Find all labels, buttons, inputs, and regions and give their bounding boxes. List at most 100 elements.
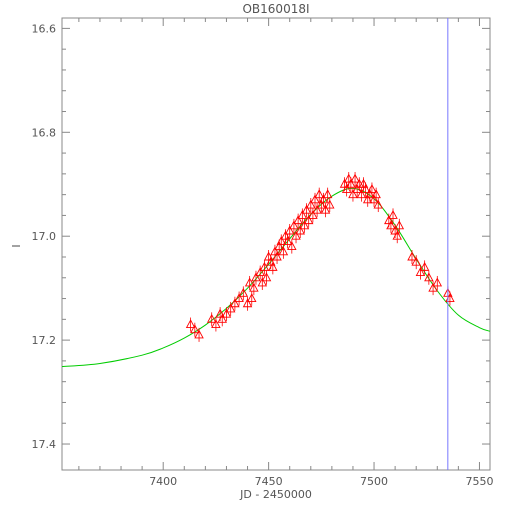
triangle-marker <box>257 277 268 287</box>
data-point <box>297 208 308 223</box>
y-tick-label: 16.6 <box>32 22 57 35</box>
triangle-marker <box>278 246 289 256</box>
data-point <box>211 317 221 332</box>
triangle-marker <box>325 199 335 209</box>
triangle-marker <box>415 267 426 277</box>
data-point <box>282 234 293 249</box>
triangle-marker <box>291 230 301 240</box>
data-point <box>428 281 438 296</box>
triangle-marker <box>282 235 293 245</box>
data-point <box>206 312 217 327</box>
triangle-marker <box>346 178 356 188</box>
data-point <box>306 198 316 213</box>
data-point <box>221 307 232 322</box>
triangle-marker <box>320 204 331 214</box>
triangle-marker <box>341 183 352 193</box>
triangle-marker <box>356 189 367 199</box>
data-point <box>411 255 421 270</box>
triangle-marker <box>185 319 196 328</box>
x-tick-label: 7400 <box>149 475 177 488</box>
data-point <box>348 187 358 202</box>
triangle-marker <box>360 183 371 193</box>
data-point <box>278 244 289 259</box>
x-tick-label: 7450 <box>255 475 283 488</box>
data-point <box>287 239 297 254</box>
triangle-marker <box>371 189 381 199</box>
data-point <box>234 291 244 306</box>
data-point <box>303 213 314 228</box>
data-point <box>247 291 257 306</box>
data-point <box>312 203 322 218</box>
data-point <box>284 224 295 239</box>
data-point <box>318 192 329 207</box>
data-point <box>225 301 236 316</box>
triangle-marker <box>432 277 443 287</box>
triangle-marker <box>242 298 253 308</box>
data-point <box>373 198 384 213</box>
data-point <box>293 213 303 228</box>
data-point <box>325 198 335 213</box>
triangle-marker <box>249 282 259 292</box>
triangle-marker <box>367 183 377 193</box>
data-point <box>371 187 381 202</box>
triangle-marker <box>234 293 244 303</box>
triangle-marker <box>230 298 240 308</box>
triangle-marker <box>211 319 221 328</box>
triangle-marker <box>255 267 265 277</box>
model-curve <box>61 187 491 368</box>
triangle-marker <box>268 261 278 271</box>
triangle-marker <box>247 293 257 303</box>
data-point <box>301 203 312 218</box>
triangle-marker <box>276 235 287 245</box>
triangle-marker <box>259 261 270 271</box>
plot-area: 7400 7450 7500 7550 16.6 16.8 17.0 17.2 17.4 <box>32 17 493 488</box>
chart-title: OB160018I <box>242 2 309 16</box>
x-tick-label: 7550 <box>465 475 493 488</box>
triangle-marker <box>306 199 316 209</box>
data-point <box>257 275 268 290</box>
data-point <box>251 270 261 285</box>
triangle-marker <box>299 220 310 230</box>
data-point <box>388 208 398 223</box>
triangle-marker <box>272 251 282 261</box>
data-point <box>394 218 405 233</box>
triangle-marker <box>303 215 314 225</box>
data-point <box>194 327 204 342</box>
triangle-marker <box>411 256 421 266</box>
triangle-marker <box>194 329 204 339</box>
data-point <box>308 208 318 223</box>
plot-frame <box>61 17 491 471</box>
data-point <box>360 182 371 197</box>
triangle-marker <box>310 194 320 204</box>
model-curve-layer <box>61 187 491 368</box>
triangle-marker <box>392 230 402 240</box>
triangle-marker <box>295 225 305 235</box>
axis-ticks: 7400 7450 7500 7550 16.6 16.8 17.0 17.2 17.4 <box>32 18 493 488</box>
triangle-marker <box>301 204 312 214</box>
triangle-marker <box>388 209 398 219</box>
data-point <box>419 260 430 275</box>
triangle-marker <box>287 241 297 251</box>
triangle-marker <box>217 313 227 323</box>
data-point <box>244 275 255 290</box>
data-point <box>276 234 287 249</box>
data-point <box>320 203 331 218</box>
x-tick-label: 7500 <box>360 475 388 488</box>
data-point <box>314 187 324 202</box>
triangle-marker <box>251 272 261 282</box>
triangle-marker <box>428 282 438 292</box>
data-point <box>230 296 240 311</box>
triangle-marker <box>419 261 430 271</box>
triangle-marker <box>308 209 318 219</box>
triangle-marker <box>318 194 329 204</box>
triangle-marker <box>322 189 333 199</box>
triangle-marker <box>407 251 417 261</box>
data-point <box>367 182 377 197</box>
data-point <box>259 260 270 275</box>
data-point <box>386 218 396 233</box>
data-point <box>299 218 310 233</box>
data-point <box>350 172 360 187</box>
triangle-marker <box>293 215 303 225</box>
triangle-marker <box>314 189 324 199</box>
